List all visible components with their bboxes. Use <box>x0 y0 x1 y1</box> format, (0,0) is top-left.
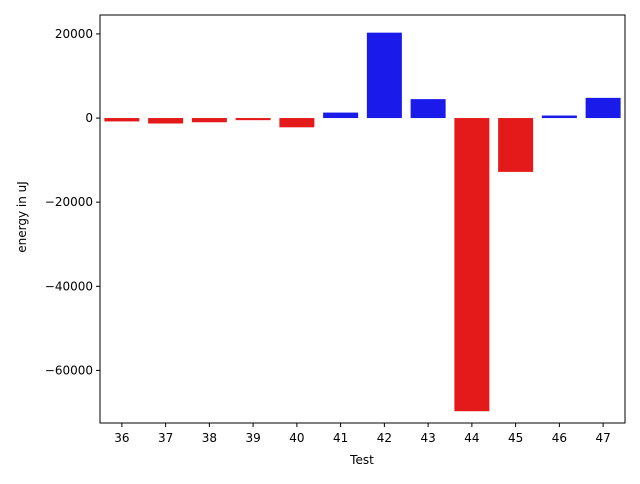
x-tick-label: 37 <box>158 431 173 445</box>
x-tick-label: 43 <box>420 431 435 445</box>
y-tick-label: 0 <box>85 111 93 125</box>
bar-42 <box>366 32 402 119</box>
plot-frame <box>99 14 626 424</box>
x-tick-label: 42 <box>377 431 392 445</box>
y-tick-label: −20000 <box>45 195 93 209</box>
bar-40 <box>279 118 315 128</box>
x-tick-label: 39 <box>245 431 260 445</box>
y-tick-label: 20000 <box>55 27 93 41</box>
ticks-group: 36 37 38 39 40 41 42 43 44 45 46 47 −60000 −40000 −200… <box>45 27 611 445</box>
bar-44 <box>454 118 490 412</box>
bar-38 <box>191 118 227 123</box>
bar-39 <box>235 118 271 121</box>
x-tick-label: 40 <box>289 431 304 445</box>
x-tick-label: 38 <box>202 431 217 445</box>
bar-37 <box>148 118 184 124</box>
bar-36 <box>104 118 140 122</box>
x-tick-label: 41 <box>333 431 348 445</box>
bar-41 <box>323 112 359 119</box>
y-tick-label: −40000 <box>45 279 93 293</box>
x-tick-label: 47 <box>595 431 610 445</box>
bar-43 <box>410 99 446 119</box>
bar-46 <box>541 115 577 119</box>
x-tick-label: 46 <box>552 431 567 445</box>
bar-45 <box>498 118 534 172</box>
x-tick-label: 44 <box>464 431 479 445</box>
axes-group <box>99 14 626 424</box>
x-tick-label: 45 <box>508 431 523 445</box>
bars-group <box>104 32 621 412</box>
x-tick-label: 36 <box>114 431 129 445</box>
x-axis-label: Test <box>349 453 374 467</box>
bar-47 <box>585 97 621 119</box>
y-tick-label: −60000 <box>45 363 93 377</box>
y-axis-label: energy in uJ <box>15 181 29 253</box>
